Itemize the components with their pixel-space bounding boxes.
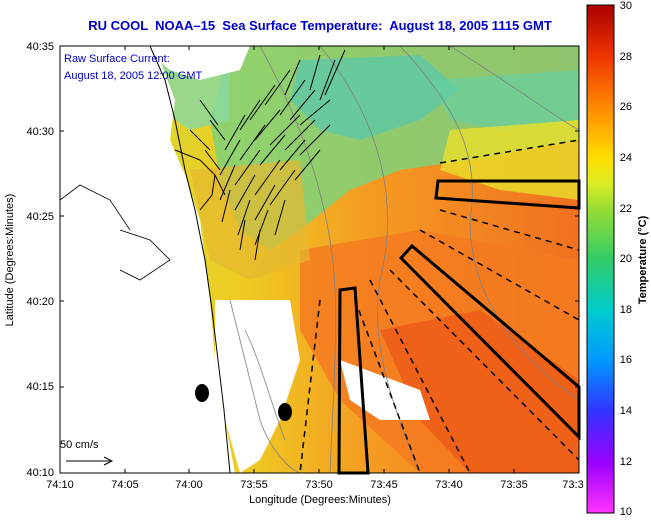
cb-tick: 16 <box>620 354 632 366</box>
x-tick: 74:00 <box>175 479 203 491</box>
x-axis-label: Longitude (Degrees:Minutes) <box>249 494 391 506</box>
scale-label: 50 cm/s <box>60 439 99 451</box>
y-tick-marks <box>60 130 579 388</box>
cb-tick: 28 <box>620 51 632 63</box>
x-tick: 73:50 <box>305 479 333 491</box>
transect-lines <box>299 139 580 474</box>
cb-tick: 30 <box>620 0 632 12</box>
x-tick: 74:05 <box>111 479 139 491</box>
current-vectors <box>219 49 346 261</box>
current-vectors-2 <box>189 99 226 196</box>
cb-tick: 20 <box>620 253 632 265</box>
y-tick: 40:10 <box>26 467 54 479</box>
y-axis: 40:35 40:30 40:25 40:20 40:15 40:10 <box>26 41 54 479</box>
cb-tick: 26 <box>620 101 632 113</box>
colorbar <box>586 4 615 514</box>
legend-line1: Raw Surface Current: <box>64 53 170 65</box>
y-tick: 40:20 <box>26 296 54 308</box>
buoy-markers <box>195 384 292 421</box>
x-tick: 73:3 <box>562 479 583 491</box>
y-axis-label: Latitude (Degrees:Minutes) <box>4 194 16 327</box>
velocity-scale-arrow <box>66 456 114 466</box>
sst-field <box>60 46 579 473</box>
cb-tick: 22 <box>620 203 632 215</box>
cb-tick: 24 <box>620 152 632 164</box>
x-tick: 74:10 <box>46 479 74 491</box>
y-tick: 40:15 <box>26 381 54 393</box>
y-tick: 40:30 <box>26 126 54 138</box>
y-tick: 40:25 <box>26 211 54 223</box>
x-tick: 73:45 <box>370 479 398 491</box>
legend-line2: August 18, 2005 12:00 GMT <box>64 70 202 82</box>
cb-tick: 10 <box>620 506 632 518</box>
y-tick: 40:35 <box>26 41 54 53</box>
cb-tick: 14 <box>620 405 632 417</box>
x-tick-marks <box>124 46 515 473</box>
map-title: RU COOL NOAA–15 Sea Surface Temperature:… <box>88 18 552 33</box>
x-tick: 73:40 <box>435 479 463 491</box>
colorbar-label: Temperature (°C) <box>637 215 649 304</box>
colorbar-ticks: 30 28 26 24 22 20 18 16 14 12 10 <box>620 0 632 518</box>
cb-tick: 18 <box>620 304 632 316</box>
x-axis: 74:10 74:05 74:00 73:55 73:50 73:45 73:4… <box>46 479 583 491</box>
cb-tick: 12 <box>620 456 632 468</box>
x-tick: 73:55 <box>240 479 268 491</box>
x-tick: 73:35 <box>500 479 528 491</box>
